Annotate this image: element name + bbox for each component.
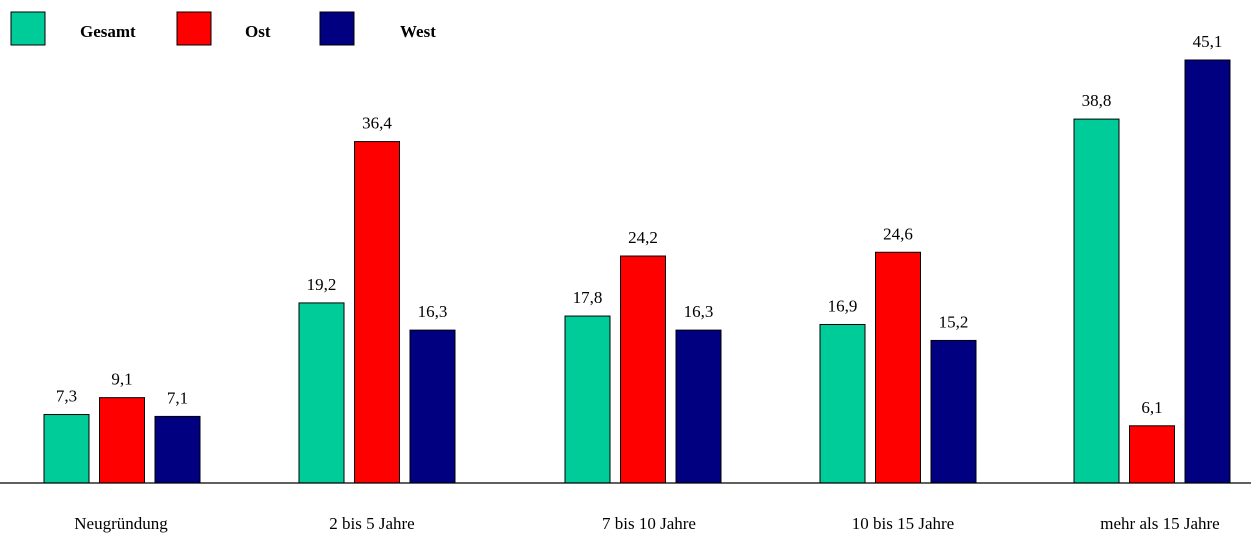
bar-ost-3 [875,251,921,484]
x-tick-label-2: 7 bis 10 Jahre [602,514,696,533]
bar-gesamt-2 [564,315,611,484]
bar-west-1 [409,329,456,484]
bar-ost-0 [99,397,145,484]
x-tick-label-0: Neugründung [74,514,168,533]
bar-ost-2 [620,255,666,484]
data-label-gesamt-1: 19,2 [307,275,337,294]
data-label-west-1: 16,3 [418,302,448,321]
category-labels: Neugründung 2 bis 5 Jahre 7 bis 10 Jahre 10… [74,514,1219,533]
bars: 7,3 9,1 7,1 19,2 36,4 16,3 17,8 24,2 16,3 16,9 24,… [43,32,1231,484]
legend-swatch-ost [176,11,212,46]
x-tick-label-4: mehr als 15 Jahre [1100,514,1219,533]
data-label-ost-1: 36,4 [362,114,392,133]
bar-west-2 [675,329,722,484]
bar-gesamt-3 [819,323,866,484]
data-label-gesamt-4: 38,8 [1082,91,1112,110]
data-label-gesamt-3: 16,9 [828,296,858,315]
bar-ost-4 [1129,425,1175,484]
data-label-west-4: 45,1 [1193,32,1223,51]
bar-gesamt-0 [43,414,90,484]
data-label-ost-3: 24,6 [883,224,913,243]
bar-west-0 [154,415,201,484]
data-label-west-0: 7,1 [167,388,188,407]
bar-gesamt-4 [1073,118,1120,484]
legend-label-west: West [400,22,436,41]
data-label-west-2: 16,3 [684,302,714,321]
legend-swatch-gesamt [10,11,46,46]
data-label-west-3: 15,2 [939,312,969,331]
legend-swatch-west [319,11,355,46]
data-label-ost-4: 6,1 [1141,398,1162,417]
bar-gesamt-1 [298,302,345,484]
data-label-gesamt-0: 7,3 [56,387,77,406]
legend-label-ost: Ost [245,22,271,41]
data-label-gesamt-2: 17,8 [573,288,603,307]
bar-ost-1 [354,141,400,484]
data-label-ost-2: 24,2 [628,228,658,247]
bar-west-4 [1184,59,1231,484]
legend-label-gesamt: Gesamt [80,22,136,41]
x-tick-label-3: 10 bis 15 Jahre [852,514,954,533]
data-label-ost-0: 9,1 [111,370,132,389]
x-tick-label-1: 2 bis 5 Jahre [329,514,414,533]
legend: Gesamt Ost West [10,11,436,46]
bar-west-3 [930,339,977,484]
